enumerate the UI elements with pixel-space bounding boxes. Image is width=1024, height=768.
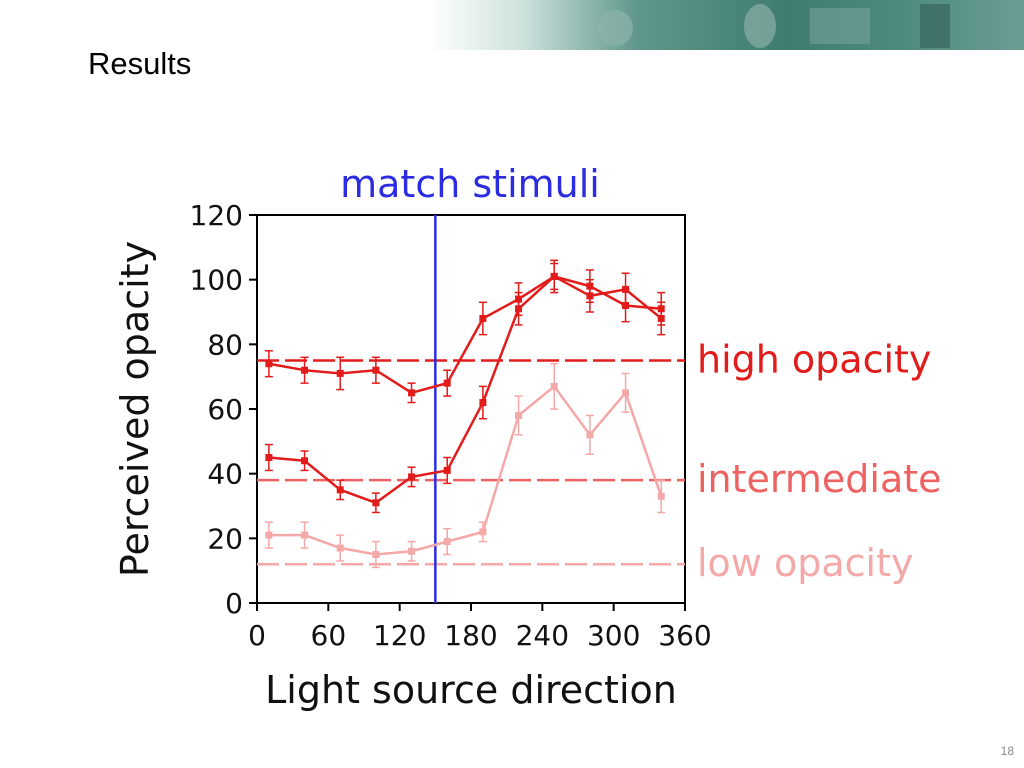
reference-label-intermediate: intermediate — [697, 457, 942, 501]
x-tick-label: 120 — [373, 619, 426, 652]
data-point — [336, 486, 344, 494]
plot-frame — [256, 214, 686, 604]
data-point — [479, 399, 487, 407]
y-tick-label: 80 — [207, 328, 243, 361]
data-point — [265, 454, 273, 461]
data-point — [372, 366, 380, 374]
slide-number: 18 — [1000, 744, 1014, 758]
data-point — [301, 531, 309, 539]
x-tick-label: 60 — [311, 619, 347, 652]
data-point — [301, 457, 309, 465]
y-tick-label: 0 — [225, 587, 243, 620]
data-point — [408, 547, 416, 555]
data-point — [408, 389, 416, 397]
x-tick-label: 180 — [444, 619, 497, 652]
series-line-0 — [268, 275, 662, 395]
match-label: match stimuli — [340, 162, 600, 206]
header-banner — [430, 0, 1024, 50]
opacity-chart: 0 20 40 60 80 100 120 0 60 120 180 240 300 360 Light s… — [113, 162, 942, 712]
data-point — [443, 379, 451, 387]
data-point — [336, 369, 344, 377]
data-point — [657, 492, 665, 500]
data-point — [336, 544, 344, 552]
data-point — [622, 285, 630, 293]
data-point — [550, 272, 558, 280]
x-axis-label: Light source direction — [265, 668, 677, 712]
data-point — [265, 531, 273, 539]
data-point — [372, 551, 380, 558]
y-tick-label: 20 — [207, 522, 243, 555]
y-tick-label: 40 — [207, 458, 243, 491]
reference-label-high: high opacity — [697, 338, 931, 382]
x-tick-label: 240 — [516, 619, 569, 652]
reference-label-low: low opacity — [697, 541, 913, 585]
data-point — [443, 466, 451, 474]
person-icon — [744, 4, 776, 48]
x-tick-label: 0 — [248, 619, 266, 652]
data-point — [657, 314, 665, 322]
tunnel-icon — [810, 8, 870, 44]
data-point — [443, 538, 451, 546]
data-point — [515, 411, 523, 419]
data-point — [622, 389, 630, 397]
slide-title: Results — [88, 46, 192, 81]
lamp-icon — [920, 4, 950, 48]
series-line-2 — [268, 385, 663, 556]
x-tick-label: 360 — [658, 619, 711, 652]
data-point — [479, 528, 487, 536]
data-point — [550, 382, 558, 390]
data-point — [586, 431, 594, 439]
data-point — [586, 292, 594, 300]
x-tick-label: 300 — [587, 619, 640, 652]
data-point — [301, 366, 309, 374]
data-point — [265, 360, 273, 368]
y-tick-label: 60 — [207, 393, 243, 426]
data-point — [408, 473, 416, 481]
series-line-1 — [268, 275, 663, 505]
data-point — [479, 314, 487, 322]
y-axis-label: Perceived opacity — [113, 241, 157, 577]
face-icon — [597, 10, 633, 46]
data-point — [372, 499, 380, 507]
y-tick-label: 100 — [190, 264, 243, 297]
data-point — [515, 305, 523, 313]
banner-decoration — [597, 4, 950, 48]
y-tick-label: 120 — [190, 199, 243, 232]
